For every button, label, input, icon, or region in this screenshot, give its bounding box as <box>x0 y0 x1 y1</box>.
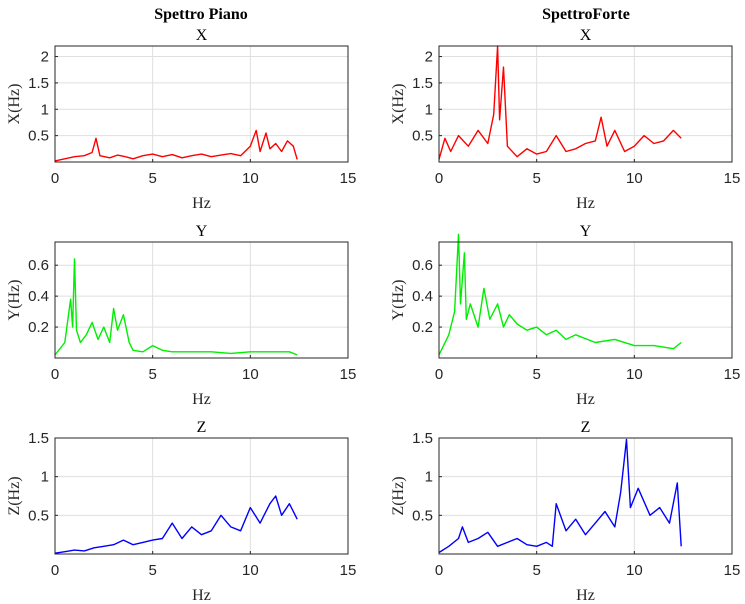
x-tick-label: 5 <box>532 366 540 383</box>
x-axis-label: Hz <box>192 391 211 408</box>
series-line <box>54 258 298 356</box>
axes-title: Z <box>197 419 207 436</box>
y-tick-label: 0.6 <box>28 257 49 274</box>
axes-frame <box>438 45 733 163</box>
y-axis-label: Z(Hz) <box>6 476 23 515</box>
axes-title: Z <box>581 419 591 436</box>
x-axis-label: Hz <box>192 587 211 604</box>
subplot-x-piano: 0 5 10 15 0.5 1 1.5 2 X Hz X(Hz) <box>6 27 356 212</box>
plot-area <box>439 46 732 162</box>
axes-frame <box>54 437 349 555</box>
y-tick-label: 0.5 <box>28 128 49 145</box>
plot-area <box>55 46 348 162</box>
x-axis-label: Hz <box>576 391 595 408</box>
x-tick-label: 15 <box>724 170 741 187</box>
subplot-y-piano: 0 5 10 15 0.2 0.4 0.6 Y Hz Y(Hz) <box>6 223 356 408</box>
plot-area <box>55 242 348 358</box>
x-tick-label: 15 <box>724 562 741 579</box>
subplot-z-piano: 0 5 10 15 0.5 1 1.5 Z Hz Z(Hz) <box>6 419 356 604</box>
y-tick-label: 1.5 <box>28 430 49 447</box>
x-tick-label: 15 <box>724 366 741 383</box>
subplot-y-forte: 0 5 10 15 0.2 0.4 0.6 Y Hz Y(Hz) <box>390 223 740 408</box>
y-tick-label: 1.5 <box>412 75 433 92</box>
y-tick-label: 1 <box>425 101 433 118</box>
x-tick-label: 10 <box>626 170 643 187</box>
y-axis-label: Y(Hz) <box>6 280 23 321</box>
axes-frame <box>54 45 349 163</box>
x-tick-label: 5 <box>148 170 156 187</box>
x-tick-label: 0 <box>435 366 443 383</box>
x-axis-label: Hz <box>576 195 595 212</box>
axes-title: X <box>196 27 208 44</box>
x-tick-label: 15 <box>340 366 357 383</box>
x-tick-label: 15 <box>340 562 357 579</box>
x-axis-label: Hz <box>576 587 595 604</box>
y-tick-label: 0.4 <box>28 288 49 305</box>
x-tick-label: 5 <box>148 366 156 383</box>
subplot-x-forte: 0 5 10 15 0.5 1 1.5 2 X Hz X(Hz) <box>390 27 740 212</box>
series-line <box>438 438 682 554</box>
x-tick-label: 5 <box>148 562 156 579</box>
column-title-right: SpettroForte <box>542 6 630 23</box>
axes-frame <box>54 241 349 359</box>
x-tick-label: 10 <box>626 562 643 579</box>
y-tick-label: 0.5 <box>28 507 49 524</box>
y-tick-label: 1 <box>41 101 49 118</box>
x-tick-label: 10 <box>242 170 259 187</box>
series-line <box>438 233 682 356</box>
series-line <box>54 129 298 162</box>
y-tick-label: 1.5 <box>28 75 49 92</box>
axes-title: Y <box>196 223 208 240</box>
y-tick-label: 0.4 <box>412 288 433 305</box>
x-tick-label: 0 <box>51 170 59 187</box>
y-tick-label: 1.5 <box>412 430 433 447</box>
x-tick-label: 5 <box>532 562 540 579</box>
x-tick-label: 0 <box>51 562 59 579</box>
y-axis-label: Y(Hz) <box>390 280 407 321</box>
axes-title: Y <box>580 223 592 240</box>
y-tick-label: 0.5 <box>412 507 433 524</box>
column-title-left: Spettro Piano <box>154 6 247 23</box>
x-tick-label: 15 <box>340 170 357 187</box>
x-tick-label: 5 <box>532 170 540 187</box>
y-axis-label: X(Hz) <box>6 84 23 125</box>
plot-area <box>439 438 732 554</box>
plot-area <box>55 438 348 554</box>
axes-frame <box>438 241 733 359</box>
y-tick-label: 0.6 <box>412 257 433 274</box>
y-axis-label: Z(Hz) <box>390 476 407 515</box>
axes-frame <box>438 437 733 555</box>
x-tick-label: 0 <box>51 366 59 383</box>
plot-area <box>439 242 732 358</box>
x-tick-label: 0 <box>435 562 443 579</box>
series-line <box>54 495 298 554</box>
series-line <box>438 45 682 160</box>
x-tick-label: 10 <box>242 366 259 383</box>
y-axis-label: X(Hz) <box>390 84 407 125</box>
y-tick-label: 2 <box>425 49 433 66</box>
y-tick-label: 0.2 <box>412 319 433 336</box>
x-tick-label: 10 <box>242 562 259 579</box>
y-tick-label: 0.5 <box>412 128 433 145</box>
x-axis-label: Hz <box>192 195 211 212</box>
y-tick-label: 2 <box>41 49 49 66</box>
y-tick-label: 0.2 <box>28 319 49 336</box>
y-tick-label: 1 <box>41 469 49 486</box>
x-tick-label: 0 <box>435 170 443 187</box>
x-tick-label: 10 <box>626 366 643 383</box>
subplot-z-forte: 0 5 10 15 0.5 1 1.5 Z Hz Z(Hz) <box>390 419 740 604</box>
y-tick-label: 1 <box>425 469 433 486</box>
axes-title: X <box>580 27 592 44</box>
